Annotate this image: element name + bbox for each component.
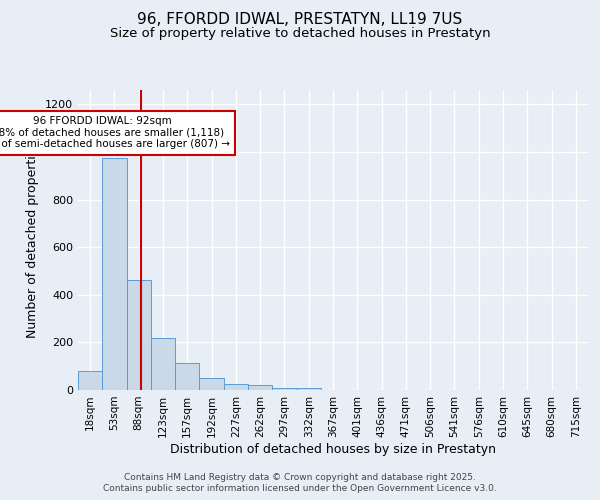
Text: Contains public sector information licensed under the Open Government Licence v3: Contains public sector information licen…	[103, 484, 497, 493]
Text: Size of property relative to detached houses in Prestatyn: Size of property relative to detached ho…	[110, 28, 490, 40]
Y-axis label: Number of detached properties: Number of detached properties	[26, 142, 40, 338]
Bar	[127, 280, 151, 390]
Text: 96 FFORDD IDWAL: 92sqm
← 58% of detached houses are smaller (1,118)
42% of semi-: 96 FFORDD IDWAL: 92sqm ← 58% of detached…	[0, 116, 230, 150]
X-axis label: Distribution of detached houses by size in Prestatyn: Distribution of detached houses by size …	[170, 442, 496, 456]
Bar	[224, 384, 248, 390]
Text: Contains HM Land Registry data © Crown copyright and database right 2025.: Contains HM Land Registry data © Crown c…	[124, 472, 476, 482]
Bar	[102, 158, 127, 390]
Bar	[296, 388, 321, 390]
Bar	[78, 371, 102, 390]
Text: 96, FFORDD IDWAL, PRESTATYN, LL19 7US: 96, FFORDD IDWAL, PRESTATYN, LL19 7US	[137, 12, 463, 28]
Bar	[175, 362, 199, 390]
Bar	[272, 388, 296, 390]
Bar	[248, 385, 272, 390]
Bar	[151, 338, 175, 390]
Bar	[199, 378, 224, 390]
